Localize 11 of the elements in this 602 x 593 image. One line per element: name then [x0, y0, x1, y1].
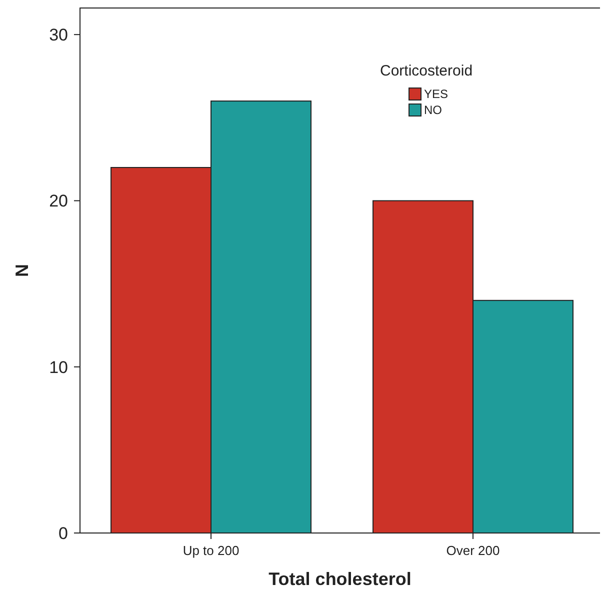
legend-title: Corticosteroid	[380, 62, 473, 80]
x-tick-label: Over 200	[446, 543, 500, 558]
x-tick-label: Up to 200	[182, 543, 240, 558]
y-axis-title: N	[12, 264, 32, 277]
y-tick-label: 0	[58, 524, 68, 543]
legend-label: NO	[424, 103, 442, 118]
y-tick-label: 10	[49, 358, 68, 377]
x-axis-title: Total cholesterol	[268, 569, 412, 589]
y-tick-label: 30	[49, 26, 68, 45]
y-tick-label: 20	[49, 192, 68, 211]
legend-label: YES	[424, 87, 448, 102]
